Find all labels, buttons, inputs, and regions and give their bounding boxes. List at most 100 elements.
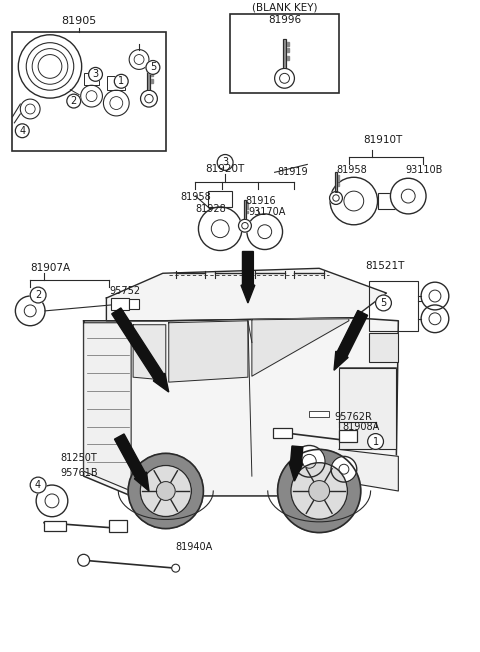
Circle shape <box>421 305 449 333</box>
Bar <box>246 206 248 209</box>
Circle shape <box>30 287 46 303</box>
Circle shape <box>239 219 252 232</box>
Circle shape <box>291 463 348 519</box>
Circle shape <box>89 67 102 82</box>
Text: 81908A: 81908A <box>342 422 379 432</box>
Bar <box>369 281 418 331</box>
Text: 81905: 81905 <box>61 16 97 26</box>
Polygon shape <box>112 308 169 392</box>
Bar <box>337 183 339 186</box>
Text: 95761B: 95761B <box>60 468 97 478</box>
Text: 81958: 81958 <box>336 166 367 175</box>
Text: 81996: 81996 <box>268 15 301 25</box>
Text: 2: 2 <box>35 290 41 300</box>
Text: 4: 4 <box>19 126 25 136</box>
Polygon shape <box>169 321 248 382</box>
Bar <box>150 80 153 83</box>
Text: 3: 3 <box>93 69 98 80</box>
Bar <box>337 175 339 177</box>
Text: 4: 4 <box>35 480 41 490</box>
Circle shape <box>390 178 426 214</box>
Polygon shape <box>241 252 255 303</box>
Bar <box>273 428 292 437</box>
Bar <box>339 430 357 441</box>
Circle shape <box>18 35 82 98</box>
Bar <box>335 172 337 192</box>
Circle shape <box>146 61 160 74</box>
Bar <box>147 65 150 90</box>
Text: 95762R: 95762R <box>334 412 372 422</box>
Bar <box>150 73 153 76</box>
Bar <box>208 191 232 207</box>
Circle shape <box>198 207 242 250</box>
Circle shape <box>26 42 74 90</box>
Circle shape <box>67 94 81 108</box>
Bar <box>286 42 289 46</box>
Circle shape <box>156 482 175 500</box>
Circle shape <box>81 85 102 107</box>
Text: 81920T: 81920T <box>205 164 245 174</box>
Text: 81916: 81916 <box>245 196 276 206</box>
Polygon shape <box>133 325 166 380</box>
Circle shape <box>128 453 204 529</box>
Bar <box>230 14 339 93</box>
Bar <box>84 74 99 85</box>
Circle shape <box>38 55 62 78</box>
Text: 5: 5 <box>150 63 156 72</box>
Text: 81928: 81928 <box>195 204 226 214</box>
Circle shape <box>277 449 361 533</box>
Text: 81910T: 81910T <box>364 134 403 145</box>
Polygon shape <box>289 446 303 481</box>
Text: 81907A: 81907A <box>30 263 71 273</box>
Circle shape <box>275 68 294 88</box>
Bar <box>309 411 329 417</box>
Circle shape <box>30 477 46 493</box>
Circle shape <box>217 155 233 170</box>
Circle shape <box>36 485 68 517</box>
Circle shape <box>331 456 357 482</box>
Text: 93110B: 93110B <box>405 166 443 175</box>
Bar <box>337 179 339 181</box>
Text: 81521T: 81521T <box>366 261 405 271</box>
Text: 2: 2 <box>71 96 77 106</box>
Bar <box>369 333 398 363</box>
Text: (BLANK KEY): (BLANK KEY) <box>252 2 317 12</box>
Bar <box>286 48 289 52</box>
Bar <box>147 65 150 90</box>
Bar <box>129 299 139 309</box>
Text: 81958: 81958 <box>180 192 211 202</box>
Circle shape <box>78 554 90 566</box>
Circle shape <box>247 214 283 250</box>
Bar <box>335 172 337 192</box>
Bar <box>108 76 125 90</box>
Polygon shape <box>115 434 149 491</box>
Text: 1: 1 <box>372 436 379 447</box>
Bar <box>286 55 289 59</box>
Text: 1: 1 <box>118 76 124 86</box>
Bar <box>244 200 246 219</box>
Circle shape <box>15 296 45 326</box>
Circle shape <box>140 466 192 516</box>
Circle shape <box>375 295 391 311</box>
Polygon shape <box>339 449 398 491</box>
Bar <box>378 193 396 209</box>
Circle shape <box>172 564 180 572</box>
Circle shape <box>15 124 29 138</box>
Bar <box>109 520 127 531</box>
Bar <box>283 38 286 68</box>
Text: 93170A: 93170A <box>248 207 285 217</box>
Polygon shape <box>252 319 349 376</box>
Circle shape <box>330 192 342 205</box>
Text: 95752: 95752 <box>109 286 141 296</box>
Circle shape <box>421 282 449 310</box>
Bar <box>283 38 286 68</box>
Circle shape <box>309 481 330 501</box>
Text: 81919: 81919 <box>277 168 308 177</box>
Circle shape <box>32 49 68 84</box>
Text: 81940A: 81940A <box>176 542 213 552</box>
Polygon shape <box>334 310 368 370</box>
Bar <box>111 298 129 310</box>
Bar <box>12 32 166 151</box>
Circle shape <box>141 90 157 107</box>
Polygon shape <box>84 318 398 496</box>
